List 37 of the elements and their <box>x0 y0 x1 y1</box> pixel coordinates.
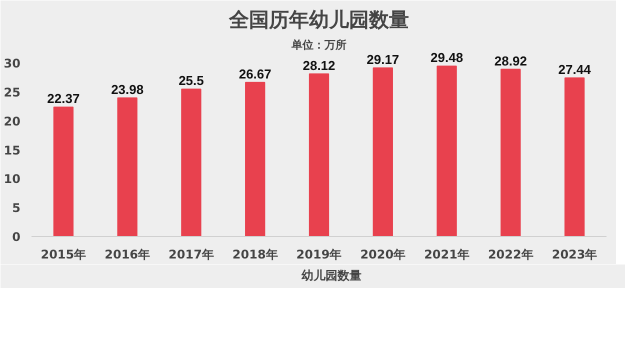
y-tick-label: 5 <box>12 201 21 216</box>
x-tick-label: 2018年 <box>232 248 278 262</box>
x-tick-label: 2016年 <box>104 248 150 262</box>
x-tick-label: 2019年 <box>296 248 342 262</box>
y-tick-label: 15 <box>4 143 21 158</box>
x-tick-label: 2020年 <box>360 248 406 262</box>
y-tick-label: 20 <box>4 114 21 128</box>
bar <box>500 68 521 236</box>
data-label: 23.98 <box>111 82 144 97</box>
bar <box>53 106 74 236</box>
y-tick-label: 25 <box>4 85 21 100</box>
bar <box>308 73 330 236</box>
x-tick-label: 2015年 <box>40 248 86 262</box>
bar <box>117 97 138 236</box>
y-tick-label: 30 <box>4 56 21 71</box>
x-tick-label: 2022年 <box>488 248 534 262</box>
data-label: 25.5 <box>178 73 204 88</box>
chart-subtitle: 单位：万所 <box>290 38 346 52</box>
x-tick-label: 2021年 <box>424 248 470 262</box>
x-tick-label: 2023年 <box>552 248 598 262</box>
data-label: 29.17 <box>366 52 400 67</box>
bar <box>436 66 457 236</box>
text: 幼儿园数量 <box>302 268 362 284</box>
y-tick-label: 10 <box>4 172 21 186</box>
y-tick-label: 0 <box>12 230 21 244</box>
data-label: 28.92 <box>494 53 527 68</box>
data-label: 28.12 <box>302 58 336 73</box>
bar <box>372 67 393 236</box>
bar <box>181 88 202 236</box>
data-label: 26.67 <box>238 66 272 82</box>
data-label: 29.48 <box>430 50 464 66</box>
data-label: 22.37 <box>47 91 80 106</box>
bar <box>564 77 585 236</box>
x-tick-label: 2017年 <box>168 248 214 262</box>
chart-title: 全国历年幼儿园数量 <box>228 8 409 32</box>
data-label: 27.44 <box>558 62 592 77</box>
bar <box>245 82 266 236</box>
